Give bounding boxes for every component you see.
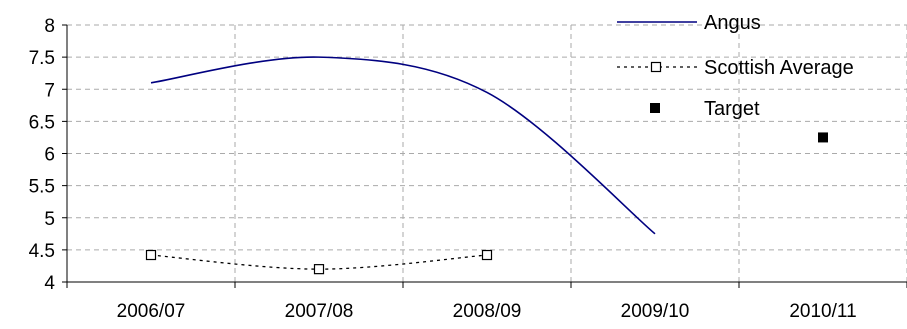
axes <box>62 24 907 288</box>
y-tick-label: 4 <box>44 273 55 294</box>
x-tick-label: 2009/10 <box>621 301 690 322</box>
x-tick-label: 2006/07 <box>117 301 186 322</box>
y-tick-label: 8 <box>44 16 55 37</box>
series-group <box>145 56 828 275</box>
series-line-angus <box>150 56 656 235</box>
x-tick-label: 2007/08 <box>285 301 354 322</box>
point-scottish-average <box>481 249 493 261</box>
x-tick-label: 2008/09 <box>453 301 522 322</box>
y-tick-label: 5.5 <box>29 177 55 198</box>
gridlines <box>67 24 907 282</box>
point-scottish-average <box>313 264 325 275</box>
x-tick-label: 2010/11 <box>789 301 856 322</box>
y-tick-label: 6 <box>44 145 55 166</box>
y-tick-label: 7 <box>44 80 55 101</box>
point-scottish-average <box>145 249 157 261</box>
legend-label-target: Target <box>704 98 760 120</box>
y-tick-label: 7.5 <box>29 48 55 69</box>
legend-marker-target <box>650 103 660 113</box>
point-target <box>818 132 828 143</box>
y-tick-label: 4.5 <box>29 241 55 262</box>
y-tick-labels: 4 4.5 5 5.5 6 6.5 7 7.5 8 <box>29 16 56 294</box>
y-tick-label: 6.5 <box>29 112 55 133</box>
y-tick-label: 5 <box>44 209 55 230</box>
legend: Angus Scottish Average Target <box>617 12 854 120</box>
legend-label-scottish-average: Scottish Average <box>704 57 854 79</box>
legend-label-angus: Angus <box>704 12 761 34</box>
x-tick-labels: 2006/07 2007/08 2008/09 2009/10 2010/11 <box>117 301 857 322</box>
legend-marker-scottish-average <box>650 61 662 73</box>
